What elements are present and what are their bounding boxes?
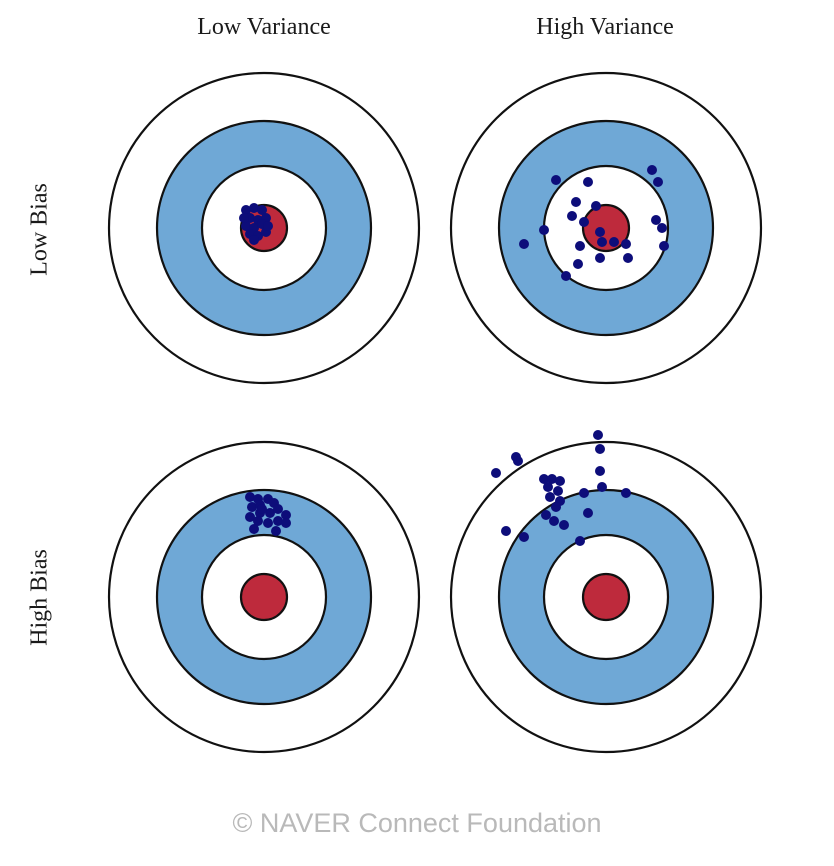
prediction-dot [553,486,563,496]
prediction-dot [595,227,605,237]
bias-variance-diagram [107,71,763,754]
prediction-dot [547,474,557,484]
prediction-dot [249,235,259,245]
prediction-dot [657,223,667,233]
prediction-dot [519,532,529,542]
bullseye [239,572,289,622]
prediction-dot [647,165,657,175]
prediction-dot [241,221,251,231]
prediction-dot [539,474,549,484]
target-high-bias-high-variance [449,430,763,754]
prediction-dot [245,512,255,522]
prediction-dot [241,205,251,215]
target-high-bias-low-variance [107,440,421,754]
prediction-dot [513,456,523,466]
prediction-dot [621,239,631,249]
prediction-dot [257,504,267,514]
target-low-bias-high-variance [449,71,763,385]
prediction-dot [281,518,291,528]
prediction-dot [551,502,561,512]
prediction-dot [239,213,249,223]
prediction-dot [501,526,511,536]
prediction-dot [593,430,603,440]
bullseye [581,572,631,622]
prediction-dot [273,504,283,514]
prediction-dot [271,526,281,536]
prediction-dot [573,259,583,269]
prediction-dot [247,502,257,512]
prediction-dot [543,482,553,492]
prediction-dot [265,508,275,518]
prediction-dot [659,241,669,251]
target-low-bias-low-variance [107,71,421,385]
prediction-dot [621,488,631,498]
prediction-dot [263,518,273,528]
prediction-dot [609,237,619,247]
prediction-dot [245,492,255,502]
prediction-dot [575,536,585,546]
column-label-high-variance: High Variance [536,14,674,40]
prediction-dot [549,516,559,526]
prediction-dot [583,508,593,518]
prediction-dot [597,237,607,247]
prediction-dot [273,516,283,526]
prediction-dot [559,520,569,530]
prediction-dot [595,253,605,263]
prediction-dot [579,217,589,227]
prediction-dot [561,271,571,281]
prediction-dot [253,516,263,526]
prediction-dot [249,524,259,534]
prediction-dot [263,221,273,231]
prediction-dot [567,211,577,221]
prediction-dot [653,177,663,187]
prediction-dot [519,239,529,249]
prediction-dot [539,225,549,235]
copyright-credit: © NAVER Connect Foundation [232,808,602,838]
prediction-dot [541,510,551,520]
column-label-low-variance: Low Variance [197,14,331,40]
prediction-dot [597,482,607,492]
prediction-dot [551,175,561,185]
prediction-dot [583,177,593,187]
prediction-dot [595,444,605,454]
prediction-dot [249,203,259,213]
prediction-dot [555,476,565,486]
prediction-dot [545,492,555,502]
prediction-dot [623,253,633,263]
prediction-dot [595,466,605,476]
prediction-dot [579,488,589,498]
prediction-dot [571,197,581,207]
prediction-dot [575,241,585,251]
prediction-dot [281,510,291,520]
prediction-dot [491,468,501,478]
prediction-dot [257,205,267,215]
prediction-dot [591,201,601,211]
prediction-dot [651,215,661,225]
